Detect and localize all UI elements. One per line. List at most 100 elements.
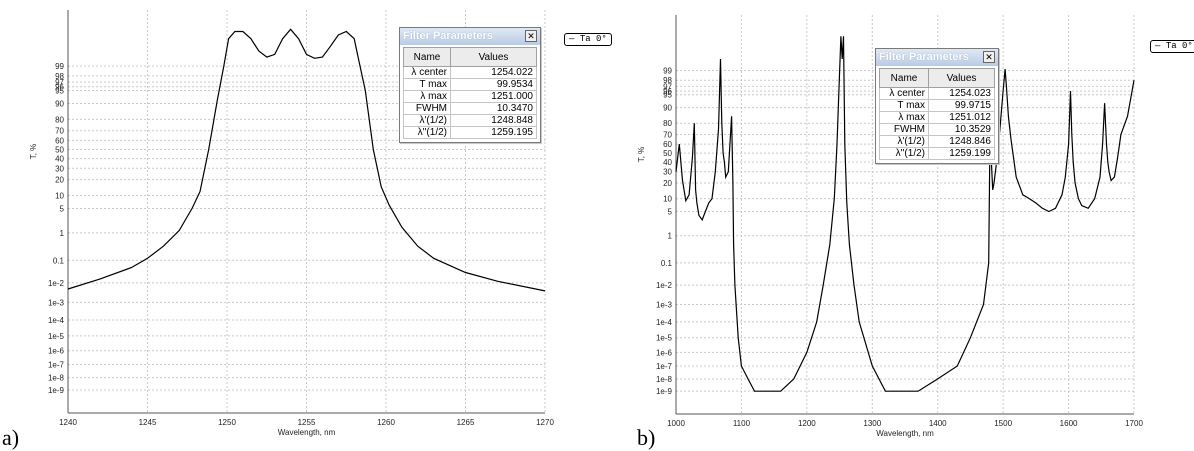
filter-parameters-title[interactable]: Filter Parameters ✕ xyxy=(876,49,998,66)
param-name: λ''(1/2) xyxy=(403,126,451,139)
y-tick-label: 40 xyxy=(55,155,64,164)
x-tick-label: 1500 xyxy=(994,419,1012,428)
y-tick-label: 1e-4 xyxy=(48,316,65,325)
y-tick-label: 96 xyxy=(663,87,672,96)
param-value: 1248.848 xyxy=(450,114,537,127)
y-tick-label: 90 xyxy=(55,100,64,109)
legend-b[interactable]: — Ta 0° xyxy=(1150,40,1194,53)
table-row: λ'(1/2) 1248.848 xyxy=(403,114,537,127)
panel-label-a: a) xyxy=(2,425,20,450)
param-name: λ'(1/2) xyxy=(403,114,451,127)
param-value: 1248.846 xyxy=(928,135,995,148)
legend-label: Ta 0° xyxy=(1165,41,1193,51)
param-name: λ center xyxy=(403,66,451,79)
y-tick-label: 1e-6 xyxy=(656,348,673,357)
y-tick-label: 40 xyxy=(663,158,672,167)
y-tick-label: 90 xyxy=(663,104,672,113)
table-row: FWHM 10.3470 xyxy=(403,102,537,115)
table-row: λ''(1/2) 1259.195 xyxy=(403,126,537,139)
param-value: 1254.022 xyxy=(450,66,537,79)
x-tick-label: 1200 xyxy=(798,419,816,428)
x-tick-label: 1700 xyxy=(1125,419,1143,428)
column-header-values: Values xyxy=(450,47,537,67)
close-icon[interactable]: ✕ xyxy=(525,30,537,42)
table-row: λ center 1254.022 xyxy=(403,66,537,79)
filter-parameters-title[interactable]: Filter Parameters ✕ xyxy=(400,28,540,45)
x-tick-label: 1255 xyxy=(298,418,316,427)
y-tick-label: 1e-5 xyxy=(656,334,673,343)
y-tick-label: 1e-4 xyxy=(656,318,673,327)
param-name: FWHM xyxy=(879,123,929,136)
y-tick-label: 97 xyxy=(55,78,64,87)
panel-label-b: b) xyxy=(637,425,656,450)
filter-parameters-panel-b[interactable]: Filter Parameters ✕ Name Values λ center 12… xyxy=(875,48,999,164)
y-tick-label: 1e-3 xyxy=(656,301,673,310)
y-tick-label: 30 xyxy=(55,164,64,173)
y-tick-label: 20 xyxy=(55,176,64,185)
param-value: 1251.012 xyxy=(928,111,995,124)
y-tick-label: 1e-9 xyxy=(656,387,673,396)
param-name: λ'(1/2) xyxy=(879,135,929,148)
filter-parameters-panel-a[interactable]: Filter Parameters ✕ Name Values λ center 12… xyxy=(399,27,541,143)
table-row: T max 99.9534 xyxy=(403,78,537,91)
x-tick-label: 1265 xyxy=(457,418,475,427)
y-tick-label: 0.1 xyxy=(661,259,673,268)
param-name: λ center xyxy=(879,87,929,100)
x-tick-label: 1600 xyxy=(1060,419,1078,428)
y-tick-label: 70 xyxy=(663,131,672,140)
y-tick-label: 1e-7 xyxy=(48,361,65,370)
legend-a[interactable]: — Ta 0° xyxy=(564,33,612,46)
filter-parameters-table: Name Values λ center 1254.023 T max 99.9715… xyxy=(879,68,995,160)
y-tick-label: 60 xyxy=(663,140,672,149)
table-row: FWHM 10.3529 xyxy=(879,123,995,136)
y-tick-label: 1e-6 xyxy=(48,347,65,356)
y-tick-label: 97 xyxy=(663,82,672,91)
y-tick-label: 95 xyxy=(55,87,64,96)
table-row: λ max 1251.012 xyxy=(879,111,995,124)
x-tick-label: 1100 xyxy=(733,419,751,428)
param-name: λ max xyxy=(879,111,929,124)
x-axis-label: Wavelength, nm xyxy=(278,428,336,437)
y-tick-label: 1e-9 xyxy=(48,386,65,395)
y-tick-label: 98 xyxy=(663,76,672,85)
param-name: FWHM xyxy=(403,102,451,115)
column-header-name: Name xyxy=(403,47,451,67)
y-tick-label: 80 xyxy=(663,119,672,128)
legend-label: Ta 0° xyxy=(579,34,607,44)
y-tick-label: 1e-3 xyxy=(48,298,65,307)
param-value: 99.9534 xyxy=(450,78,537,91)
param-value: 1259.199 xyxy=(928,147,995,160)
param-value: 1251.000 xyxy=(450,90,537,103)
y-tick-label: 80 xyxy=(55,115,64,124)
y-tick-label: 50 xyxy=(55,146,64,155)
y-tick-label: 50 xyxy=(663,149,672,158)
table-row: λ'(1/2) 1248.846 xyxy=(879,135,995,148)
y-tick-label: 5 xyxy=(60,204,65,213)
x-tick-label: 1245 xyxy=(139,418,157,427)
column-header-values: Values xyxy=(928,68,995,88)
y-tick-label: 1 xyxy=(668,232,673,241)
param-value: 99.9715 xyxy=(928,99,995,112)
x-tick-label: 1260 xyxy=(377,418,395,427)
y-tick-label: 99 xyxy=(55,62,64,71)
y-tick-label: 60 xyxy=(55,136,64,145)
y-tick-label: 0.1 xyxy=(53,256,65,265)
y-tick-label: 5 xyxy=(668,208,673,217)
param-name: λ max xyxy=(403,90,451,103)
param-value: 10.3529 xyxy=(928,123,995,136)
x-tick-label: 1240 xyxy=(59,418,77,427)
y-tick-label: 1e-7 xyxy=(656,362,673,371)
close-icon[interactable]: ✕ xyxy=(983,51,995,63)
y-tick-label: 10 xyxy=(55,191,64,200)
y-tick-label: 1e-5 xyxy=(48,332,65,341)
y-tick-label: 1e-8 xyxy=(48,374,65,383)
y-tick-label: 1e-2 xyxy=(656,281,673,290)
y-tick-label: 1e-8 xyxy=(656,375,673,384)
x-axis-label: Wavelength, nm xyxy=(876,429,934,438)
param-name: λ''(1/2) xyxy=(879,147,929,160)
filter-parameters-table: Name Values λ center 1254.022 T max 99.9534… xyxy=(403,47,537,139)
x-tick-label: 1300 xyxy=(863,419,881,428)
table-row: λ max 1251.000 xyxy=(403,90,537,103)
